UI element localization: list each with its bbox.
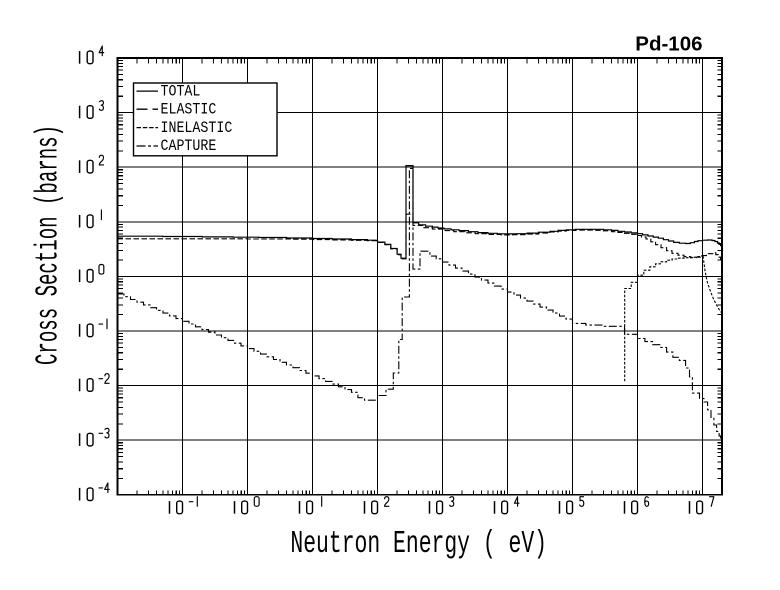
svg-text:INELASTIC: INELASTIC bbox=[161, 120, 233, 137]
svg-text:Pd-106: Pd-106 bbox=[635, 32, 702, 55]
svg-text:Cross Section (barns): Cross Section (barns) bbox=[30, 125, 66, 365]
svg-text:TOTAL: TOTAL bbox=[161, 84, 201, 101]
svg-text:Neutron Energy ( eV): Neutron Energy ( eV) bbox=[290, 527, 547, 562]
svg-text:CAPTURE: CAPTURE bbox=[161, 138, 217, 155]
svg-text:ELASTIC: ELASTIC bbox=[161, 102, 217, 119]
